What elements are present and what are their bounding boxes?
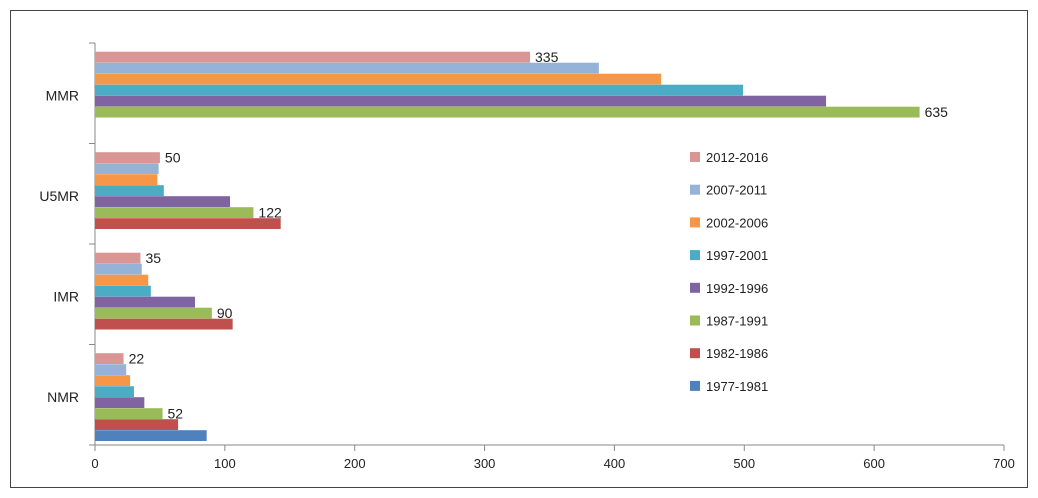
legend-label-1982-1986: 1982-1986 <box>706 346 768 361</box>
legend-swatch-2007-2011 <box>690 184 700 195</box>
bar-mmr-1992-1996 <box>95 95 827 107</box>
legend-swatch-1997-2001 <box>690 250 700 261</box>
legend-swatch-2002-2006 <box>690 217 700 228</box>
x-tick-label: 500 <box>733 456 755 471</box>
legend-swatch-2012-2016 <box>690 152 700 162</box>
bar-imr-1982-1986 <box>95 318 233 330</box>
data-label: 52 <box>168 406 184 422</box>
category-label-mmr: MMR <box>46 87 79 103</box>
x-tick-label: 400 <box>604 456 626 471</box>
legend-swatch-1987-1991 <box>690 315 700 326</box>
bar-u5mr-2007-2011 <box>95 163 159 174</box>
bar-nmr-1977-1981 <box>95 430 207 441</box>
bar-nmr-2002-2006 <box>95 375 131 386</box>
bar-imr-2007-2011 <box>95 263 142 275</box>
bar-mmr-1987-1991 <box>95 106 920 118</box>
x-tick-label: 300 <box>474 456 496 471</box>
bar-nmr-2012-2016 <box>95 353 124 364</box>
bar-nmr-1982-1986 <box>95 419 179 430</box>
bar-u5mr-1997-2001 <box>95 185 164 196</box>
legend-label-1987-1991: 1987-1991 <box>706 314 768 329</box>
category-label-nmr: NMR <box>47 389 79 405</box>
bar-u5mr-1987-1991 <box>95 207 254 218</box>
category-label-imr: IMR <box>53 288 79 304</box>
data-label: 122 <box>258 205 282 221</box>
bar-nmr-1987-1991 <box>95 408 163 419</box>
bar-u5mr-2002-2006 <box>95 174 158 185</box>
bar-u5mr-1992-1996 <box>95 196 231 207</box>
bar-mmr-2012-2016 <box>95 51 531 63</box>
bar-nmr-1997-2001 <box>95 386 134 397</box>
data-label: 90 <box>217 305 233 321</box>
bar-imr-1997-2001 <box>95 285 151 297</box>
bar-nmr-2007-2011 <box>95 364 127 375</box>
bar-nmr-1992-1996 <box>95 397 145 408</box>
bar-imr-1992-1996 <box>95 296 195 308</box>
bar-mmr-1997-2001 <box>95 84 743 96</box>
data-label: 35 <box>145 250 161 266</box>
data-label: 50 <box>165 150 181 166</box>
x-tick-label: 0 <box>91 456 98 471</box>
legend-swatch-1992-1996 <box>690 282 700 293</box>
legend-label-2012-2016: 2012-2016 <box>706 150 768 165</box>
x-tick-label: 700 <box>993 456 1015 471</box>
legend-swatch-1982-1986 <box>690 348 700 359</box>
bar-mmr-2007-2011 <box>95 62 599 74</box>
legend-label-1992-1996: 1992-1996 <box>706 281 768 296</box>
bar-imr-2002-2006 <box>95 274 149 286</box>
data-label: 22 <box>129 351 145 367</box>
legend-swatch-1977-1981 <box>690 380 700 391</box>
bar-u5mr-1982-1986 <box>95 218 281 229</box>
chart-frame <box>10 10 1028 488</box>
bar-mmr-2002-2006 <box>95 73 662 85</box>
legend-label-1977-1981: 1977-1981 <box>706 379 768 394</box>
bar-imr-2012-2016 <box>95 252 141 264</box>
x-tick-label: 100 <box>214 456 236 471</box>
data-label: 635 <box>925 104 949 120</box>
bar-u5mr-2012-2016 <box>95 152 160 163</box>
x-tick-label: 600 <box>863 456 885 471</box>
category-label-u5mr: U5MR <box>39 188 79 204</box>
legend-label-2007-2011: 2007-2011 <box>706 183 767 198</box>
legend-label-2002-2006: 2002-2006 <box>706 215 768 230</box>
legend-label-1997-2001: 1997-2001 <box>706 248 768 263</box>
bar-imr-1987-1991 <box>95 307 212 319</box>
x-tick-label: 200 <box>344 456 366 471</box>
data-label: 335 <box>535 49 559 65</box>
